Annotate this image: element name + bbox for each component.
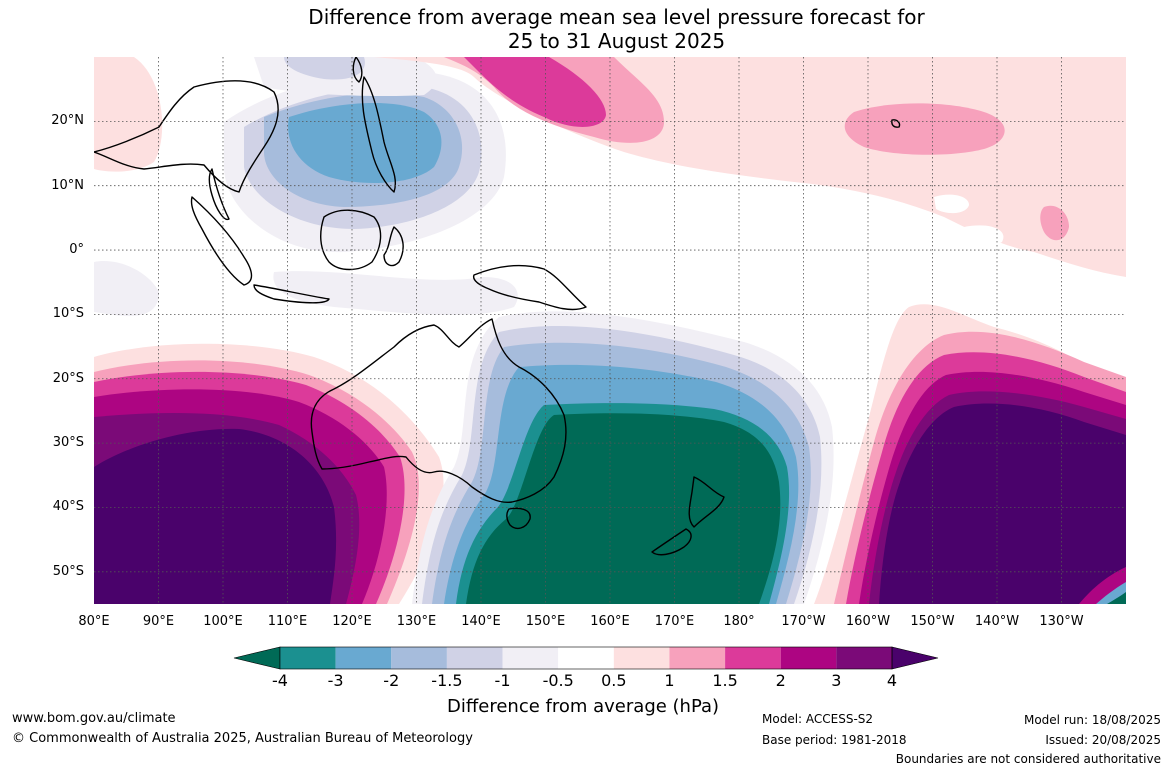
footer-issued: Issued: 20/08/2025 — [1045, 733, 1161, 747]
colorbar-tick-label: -1 — [494, 671, 511, 690]
footer-disclaimer: Boundaries are not considered authoritat… — [895, 752, 1161, 766]
lon-tick-label: 110°E — [267, 614, 308, 629]
lat-tick-label: 30°S — [52, 435, 84, 451]
colorbar-tick-label: 1 — [664, 671, 675, 690]
footer-model-run: Model run: 18/08/2025 — [1023, 713, 1161, 727]
colorbar-tick-label: -1.5 — [431, 671, 463, 690]
lon-tick-label: 130°W — [1039, 614, 1084, 629]
title-line-1: Difference from average mean sea level p… — [308, 5, 925, 29]
colorbar-tick-label: -2 — [383, 671, 400, 690]
colorbar-segment — [669, 647, 726, 669]
colorbar-tick-label: 4 — [886, 671, 898, 690]
lon-tick-label: 80°E — [78, 614, 110, 629]
colorbar-segment — [836, 647, 892, 669]
colorbar-segment — [280, 647, 336, 669]
lon-tick-label: 90°E — [142, 614, 175, 629]
colorbar-tick-label: 0.5 — [601, 671, 627, 690]
colorbar-title: Difference from average (hPa) — [447, 696, 720, 717]
lon-tick-label: 150°W — [910, 614, 955, 629]
colorbar-segment — [558, 647, 614, 669]
map-svg — [94, 57, 1126, 604]
colorbar-segment — [780, 647, 837, 669]
lon-tick-label: 140°W — [974, 614, 1020, 629]
new-zealand-south — [651, 528, 692, 556]
colorbar-segment — [613, 647, 670, 669]
footer-model: Model: ACCESS-S2 — [762, 712, 874, 726]
lon-tick-label: 130°E — [396, 614, 437, 629]
colorbar-segment — [502, 647, 559, 669]
high-anomaly-west — [94, 343, 444, 604]
lon-tick-label: 170°W — [781, 614, 826, 629]
pressure-anomaly-map — [94, 57, 1126, 604]
lat-tick-label: 40°S — [52, 499, 84, 515]
footer-base-period: Base period: 1981-2018 — [762, 733, 907, 747]
chart-title: Difference from average mean sea level p… — [0, 5, 1173, 53]
colorbar-segment — [391, 647, 447, 669]
colorbar-segment — [725, 647, 781, 669]
new-guinea-outline — [472, 264, 587, 311]
low-anomaly-north — [94, 57, 518, 317]
lon-tick-label: 180° — [723, 614, 755, 629]
colorbar-extend-min — [233, 646, 281, 670]
malay-peninsula-outline — [208, 168, 230, 221]
high-anomaly-east — [814, 304, 1126, 604]
footer-site: www.bom.gov.au/climate — [12, 711, 176, 726]
high-anomaly-north — [94, 57, 1126, 277]
philippines-outline — [361, 76, 396, 193]
colorbar-tick-label: 2 — [775, 671, 786, 690]
lat-tick-label: 50°S — [52, 563, 84, 579]
lat-tick-label: 10°S — [52, 306, 84, 322]
lon-tick-label: 160°W — [845, 614, 891, 629]
colorbar-tick-label: -4 — [272, 671, 288, 690]
colorbar — [233, 646, 939, 670]
lat-tick-label: 0° — [69, 242, 84, 258]
lon-tick-label: 100°E — [203, 614, 243, 629]
tasmania-outline — [506, 507, 531, 530]
title-line-2: 25 to 31 August 2025 — [507, 29, 726, 53]
sulawesi-outline — [383, 226, 404, 267]
lon-tick-label: 120°E — [332, 614, 372, 629]
taiwan-outline — [352, 57, 363, 83]
lat-tick-label: 10°N — [51, 177, 84, 193]
lon-tick-label: 170°E — [654, 614, 695, 629]
lon-tick-label: 140°E — [461, 614, 501, 629]
lon-tick-label: 160°E — [590, 614, 630, 629]
lat-tick-label: 20°N — [51, 113, 84, 129]
sumatra-outline — [190, 196, 253, 286]
java-outline — [253, 284, 330, 304]
colorbar-tick-label: 3 — [831, 671, 842, 690]
colorbar-tick-label: -0.5 — [542, 671, 574, 690]
lon-tick-label: 150°E — [525, 614, 566, 629]
colorbar-extend-max — [891, 646, 939, 670]
colorbar-segment — [335, 647, 392, 669]
colorbar-tick-label: -3 — [327, 671, 344, 690]
colorbar-tick-label: 1.5 — [712, 671, 738, 690]
lat-tick-label: 20°S — [52, 370, 84, 386]
new-zealand-north — [688, 476, 725, 528]
gridlines — [94, 57, 1126, 604]
colorbar-segment — [446, 647, 503, 669]
low-anomaly-tasman — [412, 311, 834, 604]
colorbar-frame — [279, 646, 893, 670]
footer-copyright: © Commonwealth of Australia 2025, Austra… — [12, 731, 473, 746]
hawaii-outline — [891, 119, 901, 128]
asia-mainland-outline — [94, 80, 279, 193]
australia-outline — [310, 318, 567, 504]
